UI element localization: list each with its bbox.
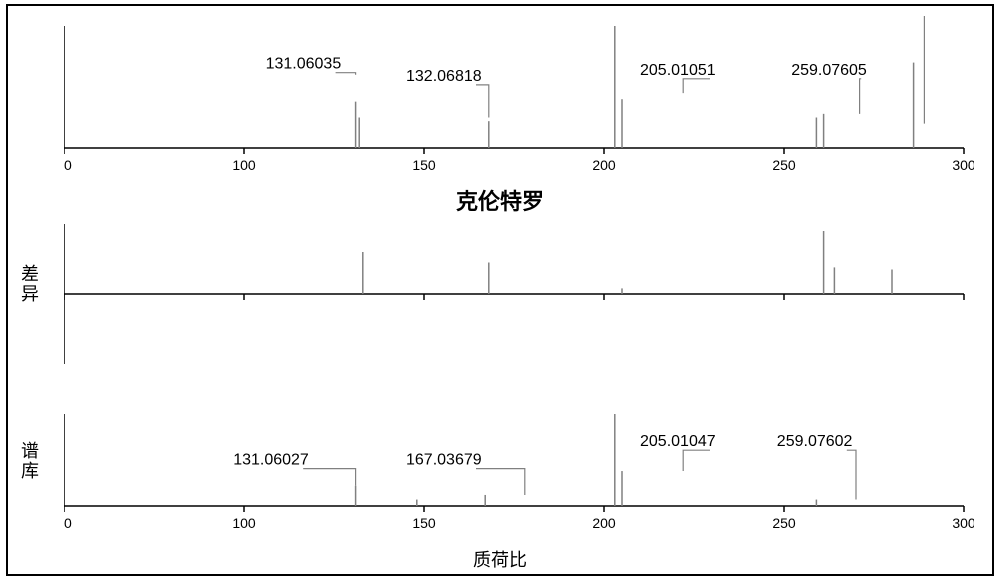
spectrum-top-panel: 05010050100150200250300131.06035132.0681… xyxy=(64,16,974,176)
annotation-leader xyxy=(476,469,525,495)
annotation-leader xyxy=(683,79,710,93)
peak-label: 259.07605 xyxy=(791,62,867,79)
annotation-leader xyxy=(476,85,489,118)
annotation-leader xyxy=(860,79,862,114)
x-tick-label: 150 xyxy=(412,515,436,531)
x-tick-label: 200 xyxy=(592,515,616,531)
panel-label-diff: 差异 xyxy=(16,264,42,304)
x-tick-label: 100 xyxy=(232,515,256,531)
x-tick-label: 300 xyxy=(952,515,974,531)
compound-title: 克伦特罗 xyxy=(8,184,992,216)
peak-label: 205.01047 xyxy=(640,433,716,450)
peak-label: 131.06035 xyxy=(266,56,342,73)
x-tick-label: 50 xyxy=(64,515,72,531)
peak-label: 131.06027 xyxy=(233,452,309,469)
peak-label: 259.07602 xyxy=(777,433,853,450)
annotation-leader xyxy=(883,16,925,124)
peak-label: 132.06818 xyxy=(406,68,482,85)
peak-label: 167.03679 xyxy=(406,452,482,469)
x-tick-label: 200 xyxy=(592,157,616,173)
x-tick-label: 150 xyxy=(412,157,436,173)
annotation-leader xyxy=(336,73,356,75)
peak-label: 205.01051 xyxy=(640,62,716,79)
spectrum-library-panel: 05010050100150200250300131.06027167.0367… xyxy=(64,404,974,534)
x-tick-label: 250 xyxy=(772,157,796,173)
x-tick-label: 50 xyxy=(64,157,72,173)
annotation-leader xyxy=(303,469,355,486)
x-axis-label: 质荷比 xyxy=(8,546,992,572)
figure-frame: 克伦特罗 差异 谱库 质荷比 0501005010015020025030013… xyxy=(6,4,994,576)
x-tick-label: 250 xyxy=(772,515,796,531)
x-tick-label: 100 xyxy=(232,157,256,173)
annotation-leader xyxy=(683,450,710,471)
spectrum-diff-panel: 1000100 xyxy=(64,214,974,374)
annotation-leader xyxy=(847,450,856,499)
x-tick-label: 300 xyxy=(952,157,974,173)
panel-label-lib: 谱库 xyxy=(16,441,42,481)
